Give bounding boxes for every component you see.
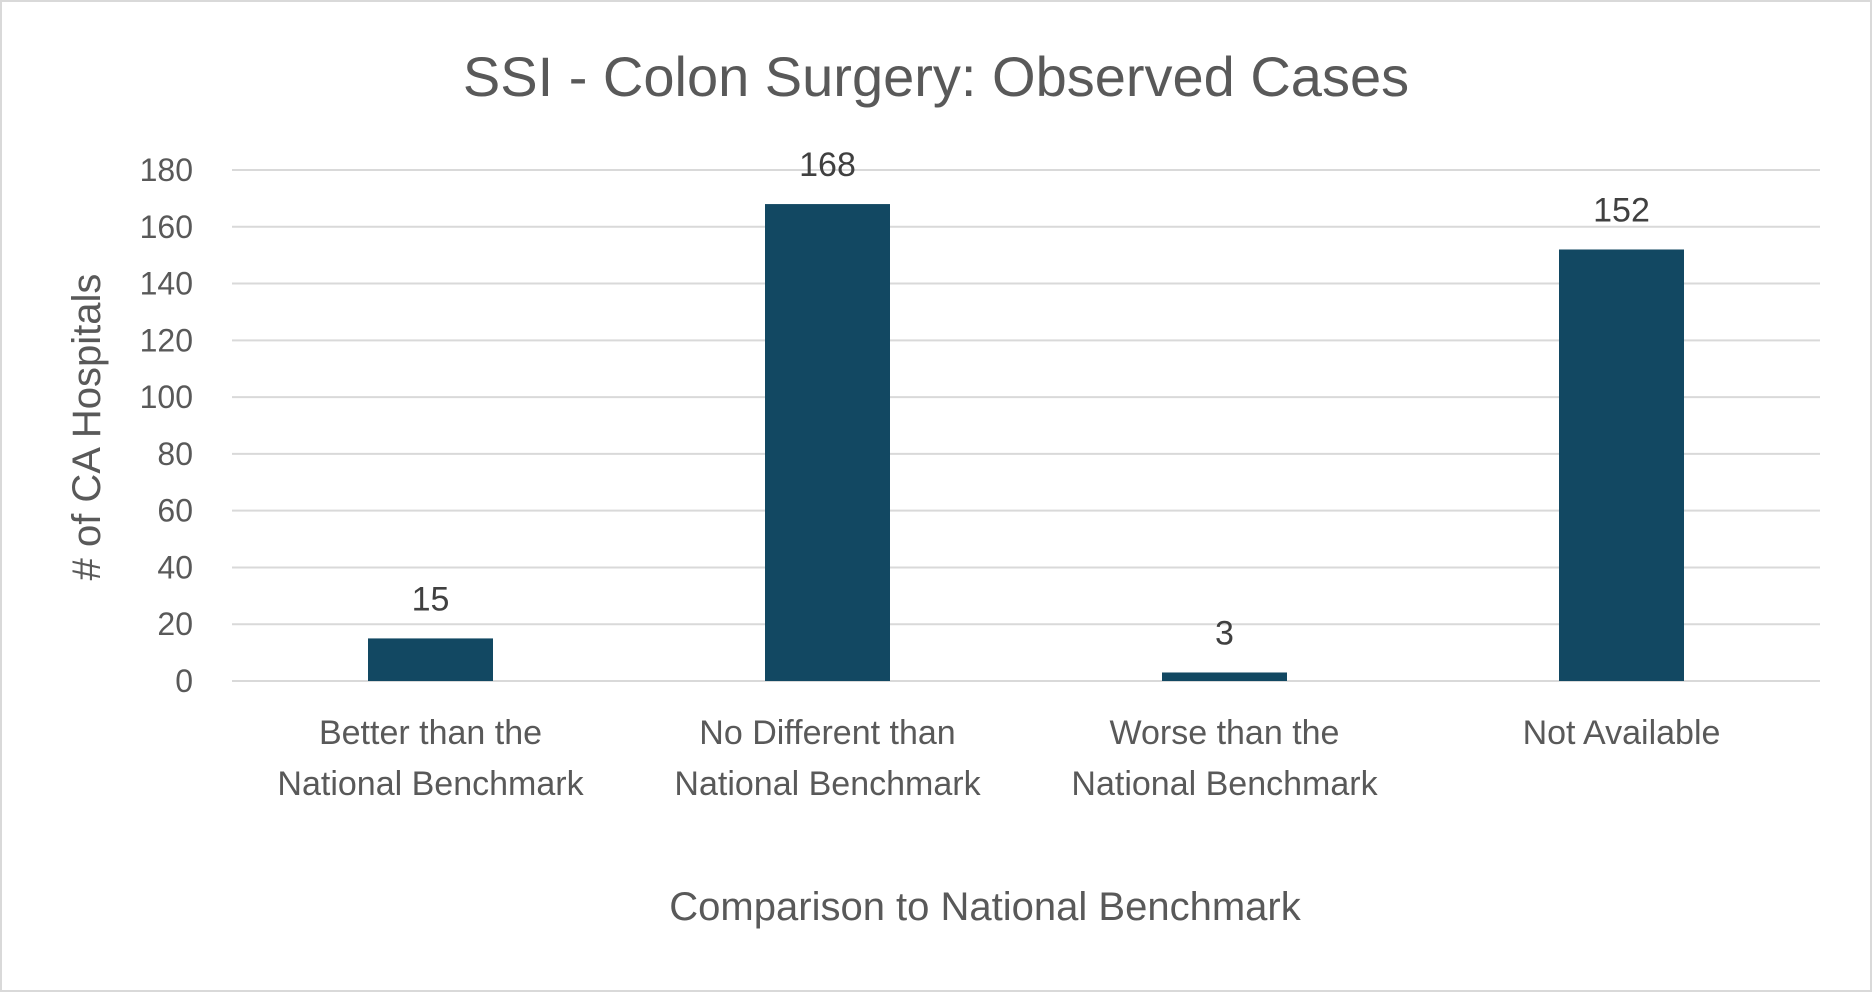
bar	[765, 204, 890, 682]
data-label: 3	[1215, 614, 1234, 652]
y-tick-label: 80	[157, 436, 193, 472]
data-label: 152	[1593, 191, 1650, 229]
y-tick-label: 20	[157, 606, 193, 642]
x-category-label: National Benchmark	[674, 765, 981, 803]
data-label: 15	[412, 580, 450, 618]
x-category-label: Worse than the	[1110, 714, 1340, 752]
bar	[368, 638, 493, 681]
x-axis-title: Comparison to National Benchmark	[669, 885, 1301, 929]
data-label: 168	[799, 146, 856, 184]
x-category-label: Better than the	[319, 714, 542, 752]
y-axis-title: # of CA Hospitals	[65, 274, 109, 581]
y-axis-ticks: 0 20 40 60 80 100 120 140 160 180	[140, 152, 193, 699]
y-tick-label: 40	[157, 549, 193, 585]
y-tick-label: 140	[140, 266, 193, 302]
y-tick-label: 180	[140, 152, 193, 188]
data-labels: 15 168 3 152	[412, 146, 1650, 652]
x-category-label: National Benchmark	[277, 765, 584, 803]
chart-title: SSI - Colon Surgery: Observed Cases	[463, 45, 1409, 108]
x-category-label: No Different than	[699, 714, 955, 752]
y-tick-label: 120	[140, 322, 193, 358]
bars	[368, 204, 1684, 682]
x-axis-categories: Better than the National Benchmark No Diff…	[277, 714, 1720, 803]
y-tick-label: 0	[175, 663, 193, 699]
x-category-label: Not Available	[1523, 714, 1721, 752]
y-tick-label: 60	[157, 493, 193, 529]
y-tick-label: 160	[140, 209, 193, 245]
bar	[1162, 672, 1287, 681]
y-tick-label: 100	[140, 379, 193, 415]
x-category-label: National Benchmark	[1071, 765, 1378, 803]
bar	[1559, 249, 1684, 681]
gridlines	[232, 169, 1820, 682]
